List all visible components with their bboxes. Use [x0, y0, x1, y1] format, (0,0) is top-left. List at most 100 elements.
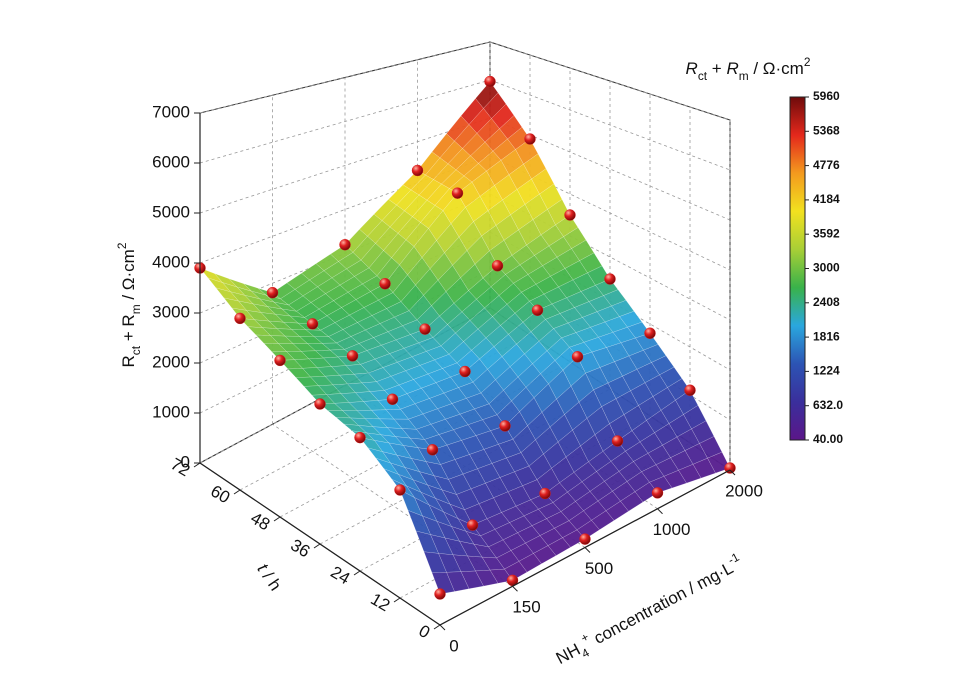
surface-cell	[298, 336, 323, 344]
data-point	[466, 519, 479, 531]
data-point	[339, 238, 351, 251]
surface-cell	[247, 326, 272, 336]
colorbar-tick-label: 632.0	[813, 398, 843, 412]
data-point	[314, 398, 326, 410]
data-point	[386, 393, 399, 405]
data-point	[571, 351, 584, 363]
label-part: m	[739, 69, 749, 83]
z-tick-label: 6000	[152, 152, 190, 171]
surface-cell	[326, 307, 350, 323]
label-part: R	[726, 59, 738, 78]
surface-cell	[611, 299, 635, 317]
surface-cell	[431, 572, 455, 595]
data-point	[604, 273, 616, 285]
surface-cell	[255, 334, 280, 344]
data-point	[491, 260, 504, 272]
data-point	[306, 318, 319, 330]
label-part: 2	[115, 242, 129, 249]
surface-cell	[533, 545, 557, 565]
t-tick-label: 24	[327, 562, 353, 588]
z-tick-label: 4000	[152, 252, 190, 271]
label-part: + R	[119, 314, 138, 346]
tick	[512, 585, 518, 592]
colorbar-tick-label: 5368	[813, 123, 840, 137]
data-point	[579, 533, 591, 545]
surface-cell	[699, 436, 723, 459]
label-part: m	[129, 304, 143, 314]
x-tick-label: 500	[585, 559, 613, 578]
surface-cell	[523, 508, 547, 527]
z-tick-label: 3000	[152, 302, 190, 321]
z-tick-label: 5000	[152, 202, 190, 221]
label-part: +	[707, 59, 726, 78]
tick	[657, 508, 663, 515]
surface-cell	[591, 510, 615, 531]
label-part: R	[119, 355, 138, 367]
t-tick-label: 60	[207, 481, 233, 507]
surface-cell	[620, 337, 644, 357]
data-point	[611, 435, 624, 447]
surface-cell	[300, 350, 325, 360]
data-point	[379, 278, 391, 290]
t-tick-label: 48	[247, 508, 273, 534]
surface-cell	[575, 327, 599, 343]
data-point	[644, 327, 656, 339]
data-point	[419, 323, 431, 335]
surface-cell	[554, 520, 578, 539]
surface-cell	[606, 342, 630, 363]
tick	[233, 489, 241, 495]
z-tick-label: 0	[181, 452, 190, 471]
surface-cell	[596, 305, 620, 323]
label-part: 4	[579, 645, 592, 661]
surface-cell	[663, 469, 687, 489]
z-tick-label: 2000	[152, 352, 190, 371]
data-point	[234, 312, 246, 325]
tick	[273, 516, 281, 522]
colorbar-tick-label: 2408	[813, 295, 840, 309]
surface-cell	[591, 347, 615, 368]
data-point	[539, 487, 551, 500]
surface-cell	[547, 537, 571, 556]
surface-cell	[223, 297, 248, 311]
surface-cell	[678, 463, 702, 484]
data-point	[354, 431, 366, 444]
x-axis-label: NH4+ concentration / mg·L-1	[551, 550, 749, 673]
surface-cell	[292, 343, 317, 352]
surface-cell	[214, 273, 238, 288]
data-point	[451, 187, 464, 199]
surface-cell	[539, 527, 563, 546]
tick	[353, 570, 361, 576]
colorbar-tick-label: 4776	[813, 158, 840, 172]
data-point	[394, 484, 406, 496]
data-point	[651, 487, 664, 499]
grid-line	[199, 41, 491, 114]
surface-cell	[399, 489, 423, 517]
surface-cell	[407, 509, 431, 535]
surface-cell	[215, 287, 240, 302]
colorbar-tick-label: 5960	[813, 89, 840, 103]
surface-cell	[221, 282, 246, 296]
t-tick-label: 36	[287, 535, 313, 561]
colorbar-scale	[789, 96, 806, 441]
label-part: ct	[129, 345, 143, 355]
surface-cell	[510, 542, 534, 562]
x-tick-label: 0	[449, 636, 458, 655]
colorbar-title: Rct + Rm / Ω·cm2	[686, 55, 811, 83]
data-point	[434, 588, 446, 600]
surface-cell	[266, 306, 291, 317]
data-point	[426, 444, 439, 456]
surface-cell	[373, 331, 397, 346]
surface-cell	[590, 321, 614, 338]
points	[194, 75, 736, 600]
data-point	[484, 75, 496, 88]
surface-cell	[333, 291, 357, 308]
data-point	[531, 304, 544, 316]
data-point	[266, 286, 279, 299]
z-tick-label: 7000	[152, 102, 190, 121]
colorbar-tick-label: 40.00	[813, 432, 843, 446]
data-point	[346, 350, 359, 362]
t-axis-label: t / h	[253, 560, 285, 594]
data-point	[459, 365, 471, 378]
data-point	[564, 209, 576, 221]
